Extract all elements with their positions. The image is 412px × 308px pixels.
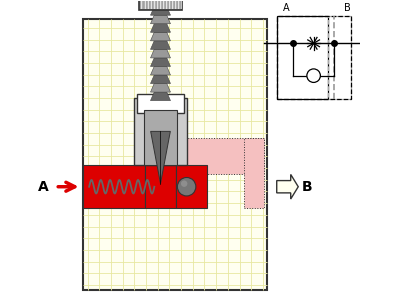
Text: B: B xyxy=(301,180,312,194)
Polygon shape xyxy=(150,15,171,24)
Bar xyxy=(244,138,265,208)
Circle shape xyxy=(181,180,187,187)
Bar xyxy=(134,98,187,165)
Polygon shape xyxy=(150,75,171,83)
Circle shape xyxy=(178,177,196,196)
Bar xyxy=(182,138,265,174)
Text: A: A xyxy=(38,180,49,194)
Circle shape xyxy=(307,69,321,83)
Polygon shape xyxy=(150,92,171,101)
Bar xyxy=(138,95,184,113)
Bar xyxy=(328,16,351,99)
Polygon shape xyxy=(277,174,298,199)
Polygon shape xyxy=(150,83,171,92)
Bar xyxy=(139,119,182,174)
Bar xyxy=(277,16,351,99)
Bar xyxy=(83,19,267,290)
Polygon shape xyxy=(150,67,171,75)
Bar xyxy=(143,110,178,165)
Bar xyxy=(145,165,176,208)
Polygon shape xyxy=(150,32,171,41)
Bar xyxy=(145,165,176,187)
Bar xyxy=(139,0,182,10)
Polygon shape xyxy=(150,7,171,15)
Polygon shape xyxy=(150,24,171,32)
Bar xyxy=(274,7,353,102)
Text: A: A xyxy=(283,3,290,13)
Bar xyxy=(277,16,328,99)
Polygon shape xyxy=(150,41,171,49)
Bar xyxy=(83,165,145,208)
Polygon shape xyxy=(150,49,171,58)
Polygon shape xyxy=(151,132,170,184)
Text: B: B xyxy=(344,3,351,13)
Polygon shape xyxy=(150,58,171,67)
Bar xyxy=(176,165,206,208)
